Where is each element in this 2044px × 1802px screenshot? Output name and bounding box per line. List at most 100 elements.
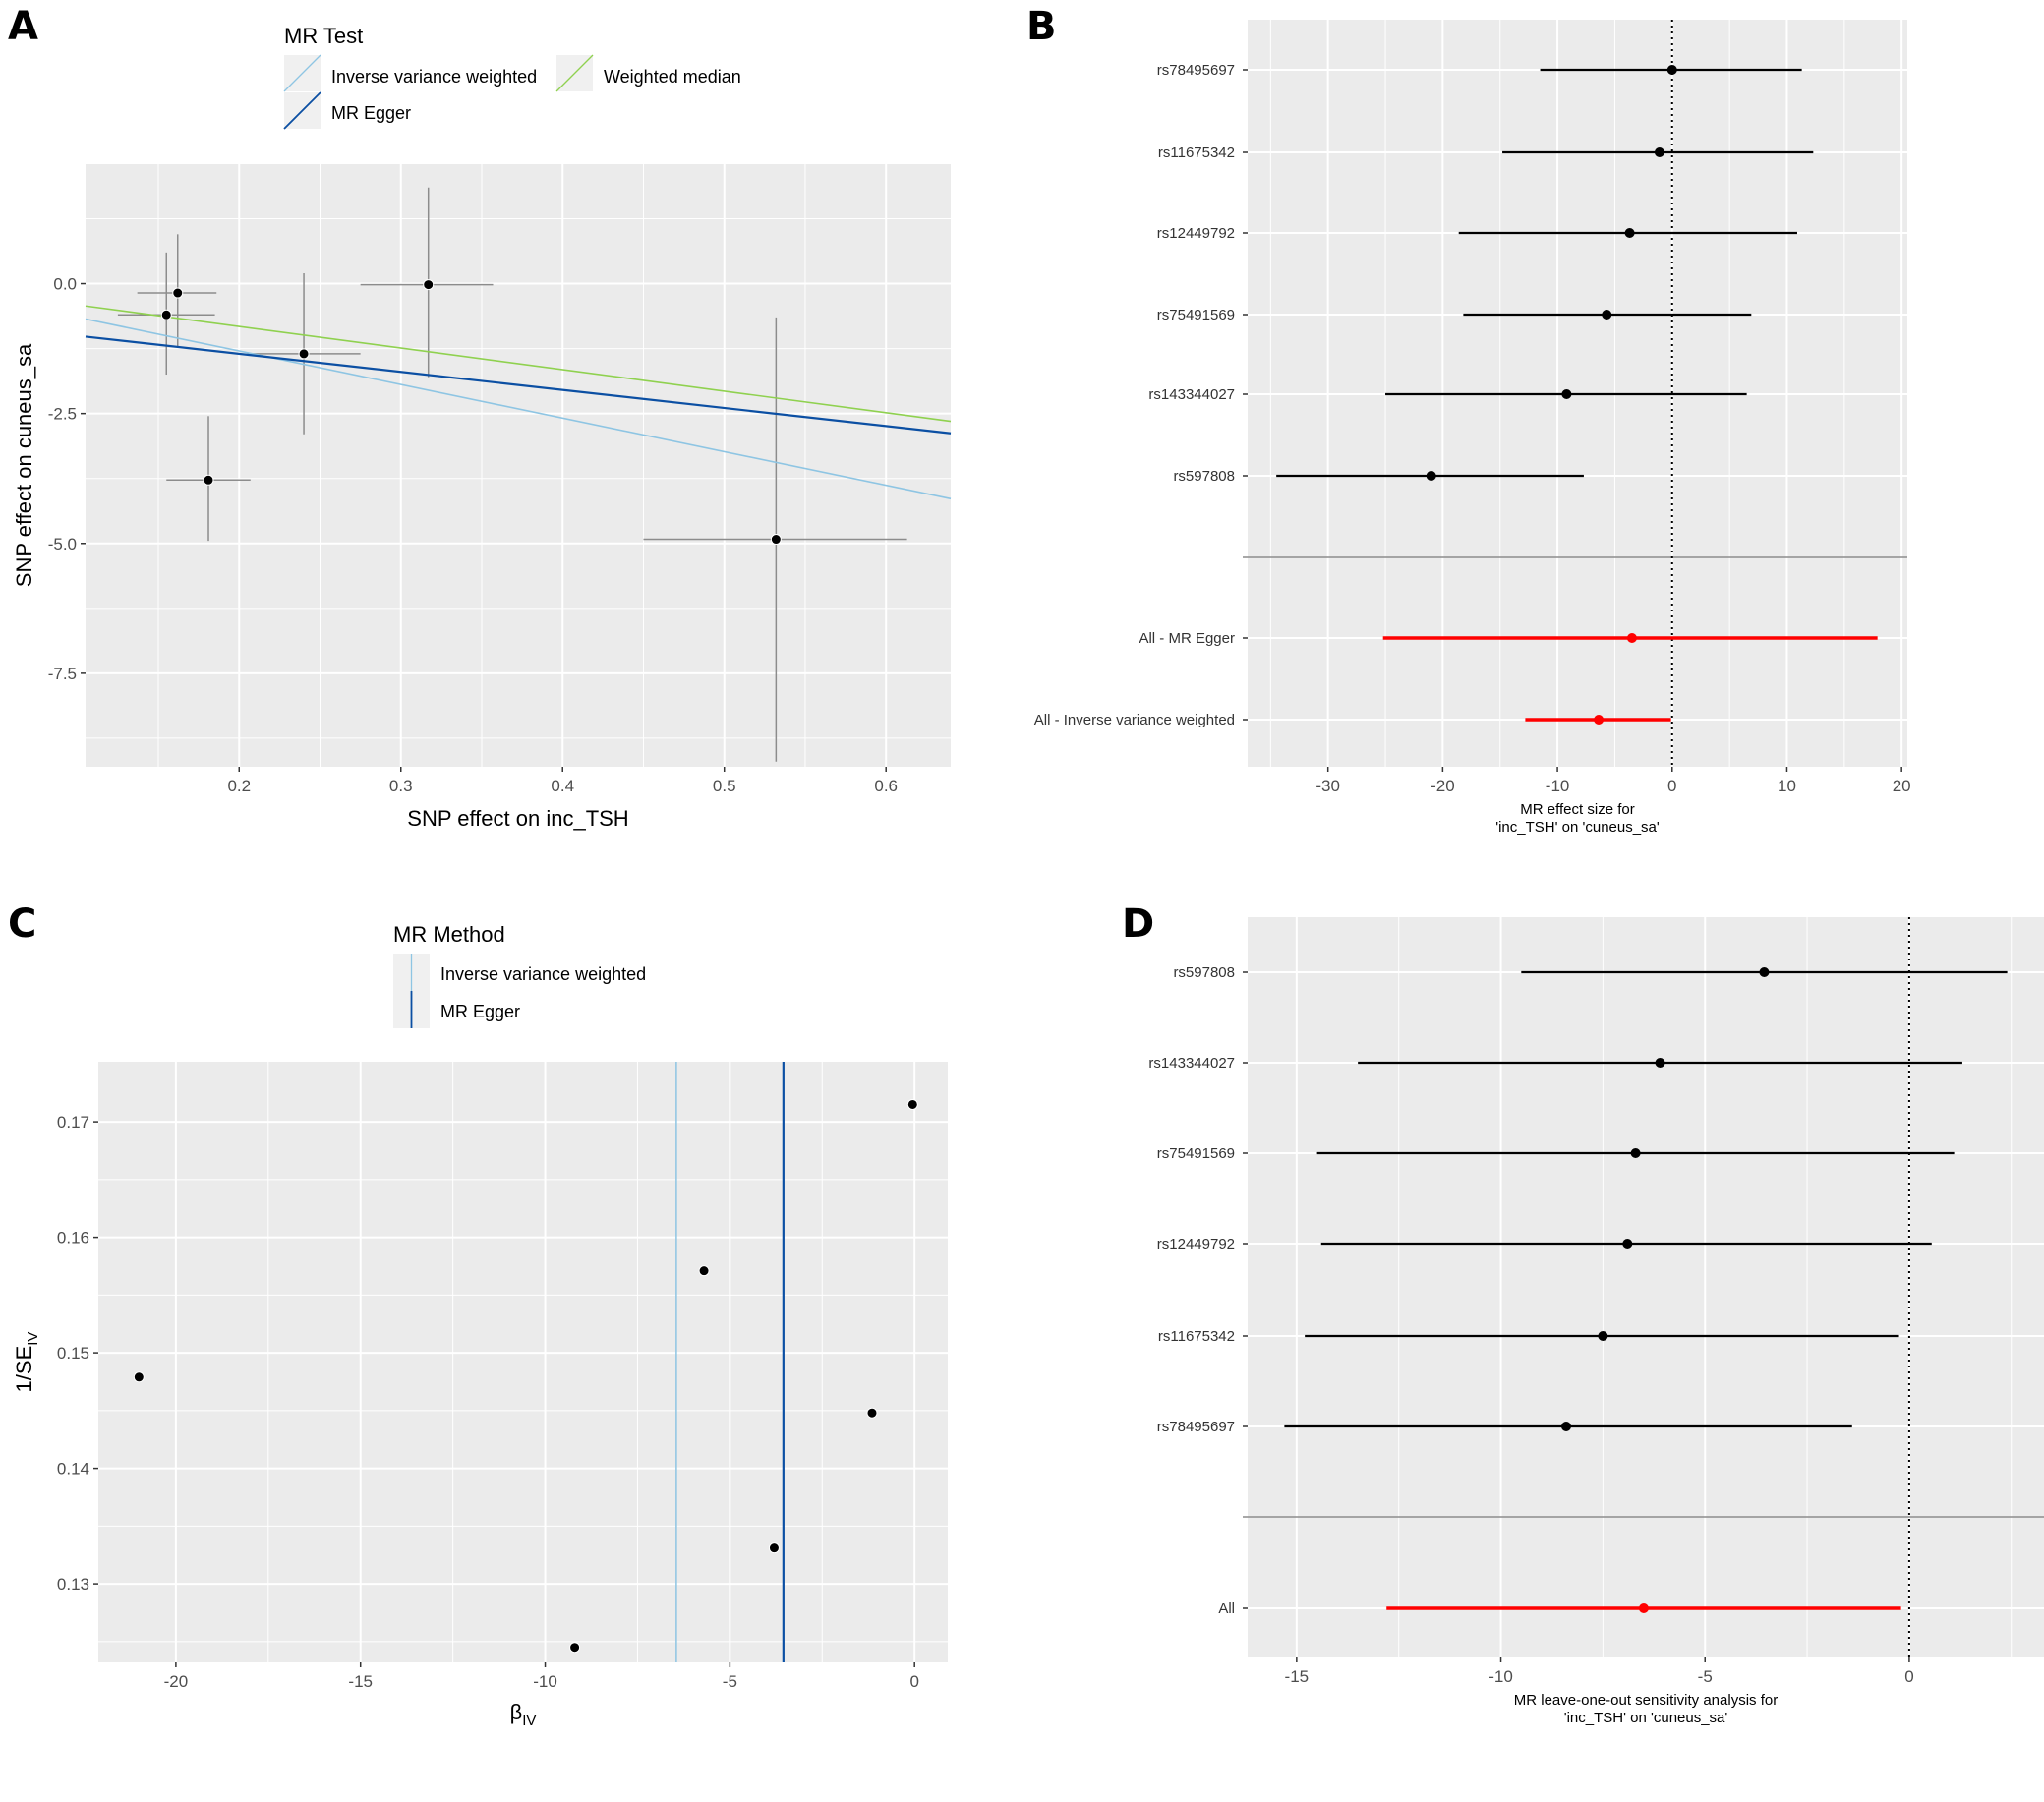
summary-estimate-point xyxy=(1638,1603,1649,1613)
y-tick-label: -5.0 xyxy=(48,535,77,553)
panel-letter-b: B xyxy=(1026,4,1057,49)
snp-estimate-point xyxy=(1655,1058,1665,1068)
y-tick-label: 0.16 xyxy=(57,1229,89,1248)
legend-key-ivw xyxy=(283,54,321,92)
legend-title: MR Method xyxy=(393,922,505,947)
row-label: rs597808 xyxy=(1173,964,1235,981)
row-label: rs143344027 xyxy=(1148,386,1235,403)
row-label: rs597808 xyxy=(1173,468,1235,485)
x-tick-label: -5 xyxy=(723,1672,737,1691)
snp-estimate-point xyxy=(1666,65,1677,75)
snp-estimate-point xyxy=(1602,310,1612,320)
snp-estimate-point xyxy=(1598,1331,1608,1341)
snp-estimate-point xyxy=(1630,1148,1641,1158)
x-tick-label: 0.5 xyxy=(713,777,736,795)
row-label: rs12449792 xyxy=(1157,225,1235,242)
snp-point xyxy=(866,1407,878,1419)
x-tick-label: 10 xyxy=(1778,777,1796,795)
snp-point xyxy=(768,1542,780,1554)
panel-d-leave-one-out-plot: -15 -10 -5 0 MR leave-one-out sensitivity an… xyxy=(1148,917,2044,1726)
x-tick-label: 0 xyxy=(1667,777,1676,795)
panel-a-mr-scatter-plot: 0.2 0.3 0.4 0.5 0.6 0.0 -2.5 -5.0 -7.5 SNP effect… xyxy=(12,164,952,831)
x-tick-label: -30 xyxy=(1315,777,1340,795)
snp-point xyxy=(203,474,214,486)
x-axis-title-line: 'inc_TSH' on 'cuneus_sa' xyxy=(1564,1710,1728,1726)
x-axis-title-line: MR effect size for xyxy=(1520,801,1634,818)
summary-estimate-point xyxy=(1594,715,1605,725)
x-tick-label: -10 xyxy=(1546,777,1570,795)
x-axis-title: βIV xyxy=(510,1700,537,1729)
y-tick-label: 0.17 xyxy=(57,1113,89,1132)
regression-line-egger xyxy=(85,335,952,435)
snp-point xyxy=(569,1642,581,1654)
row-label: All xyxy=(1218,1600,1235,1617)
legend-label-egger: MR Egger xyxy=(331,103,411,123)
y-tick-label: 0.14 xyxy=(57,1460,89,1479)
x-tick-label: 0.6 xyxy=(874,777,898,795)
x-tick-label: -10 xyxy=(533,1672,557,1691)
x-tick-label: 0.2 xyxy=(227,777,251,795)
row-label: All - MR Egger xyxy=(1139,630,1235,647)
y-axis-title: 1/SEIV xyxy=(12,1332,41,1393)
x-tick-label: 0.3 xyxy=(389,777,413,795)
row-label: All - Inverse variance weighted xyxy=(1034,712,1235,728)
legend-key-weighted-median xyxy=(555,54,594,92)
x-tick-label: 0.4 xyxy=(551,777,574,795)
y-tick-label: -2.5 xyxy=(48,405,77,424)
snp-estimate-point xyxy=(1759,967,1770,977)
x-tick-label: -5 xyxy=(1698,1667,1713,1686)
y-tick-label: -7.5 xyxy=(48,665,77,683)
x-axis-title-line: MR leave-one-out sensitivity analysis fo… xyxy=(1514,1692,1778,1709)
legend-title: MR Test xyxy=(284,24,363,48)
panel-letter-c: C xyxy=(8,901,36,947)
plot-background xyxy=(1248,917,2044,1657)
row-label: rs78495697 xyxy=(1157,1419,1235,1435)
x-tick-label: -20 xyxy=(164,1672,189,1691)
panel-letter-d: D xyxy=(1122,901,1154,947)
x-tick-label: 20 xyxy=(1893,777,1911,795)
snp-estimate-point xyxy=(1561,389,1572,399)
snp-estimate-point xyxy=(1654,147,1664,157)
legend-label-ivw: Inverse variance weighted xyxy=(331,67,537,87)
snp-point xyxy=(133,1371,145,1383)
y-tick-label: 0.0 xyxy=(53,275,77,294)
legend-key-egger xyxy=(283,91,321,130)
row-label: rs75491569 xyxy=(1157,307,1235,323)
x-tick-label: 0 xyxy=(1904,1667,1913,1686)
row-label: rs143344027 xyxy=(1148,1055,1235,1072)
snp-point xyxy=(423,279,435,291)
legend-label-ivw: Inverse variance weighted xyxy=(440,964,646,984)
panel-letter-a: A xyxy=(8,4,38,49)
x-tick-label: -20 xyxy=(1431,777,1455,795)
x-tick-label: -10 xyxy=(1489,1667,1513,1686)
snp-point xyxy=(160,309,172,320)
row-label: rs12449792 xyxy=(1157,1236,1235,1252)
snp-estimate-point xyxy=(1622,1239,1633,1249)
snp-point xyxy=(770,534,782,546)
legend-label-egger: MR Egger xyxy=(440,1002,520,1021)
snp-estimate-point xyxy=(1426,471,1436,481)
x-tick-label: -15 xyxy=(1285,1667,1310,1686)
row-label: rs78495697 xyxy=(1157,62,1235,79)
y-tick-label: 0.15 xyxy=(57,1344,89,1363)
plot-background xyxy=(98,1062,948,1662)
row-label: rs11675342 xyxy=(1158,1328,1235,1345)
y-tick-label: 0.13 xyxy=(57,1575,89,1594)
snp-estimate-point xyxy=(1624,228,1635,238)
snp-estimate-point xyxy=(1561,1422,1571,1431)
y-axis-title: SNP effect on cuneus_sa xyxy=(12,343,36,587)
regression-line-ivw xyxy=(85,318,952,500)
row-label: rs11675342 xyxy=(1158,145,1235,161)
panel-a-legend: MR Test Inverse variance weighted Weight… xyxy=(283,24,741,130)
legend-label-weighted-median: Weighted median xyxy=(604,67,741,87)
regression-line-weighted_median xyxy=(85,305,952,423)
x-tick-label: -15 xyxy=(348,1672,373,1691)
panel-b-forest-plot: -30 -20 -10 0 10 20 MR effect size for'inc_TSH… xyxy=(1034,20,1911,836)
snp-point xyxy=(698,1265,710,1277)
panel-c-funnel-plot: -20 -15 -10 -5 0 0.13 0.14 0.15 0.16 0.17 βIV 1/SEI… xyxy=(12,1062,948,1729)
snp-point xyxy=(298,348,310,360)
panel-c-legend: MR Method Inverse variance weighted MR E… xyxy=(393,922,646,1028)
plot-background xyxy=(86,164,951,767)
x-axis-title: SNP effect on inc_TSH xyxy=(407,806,628,831)
